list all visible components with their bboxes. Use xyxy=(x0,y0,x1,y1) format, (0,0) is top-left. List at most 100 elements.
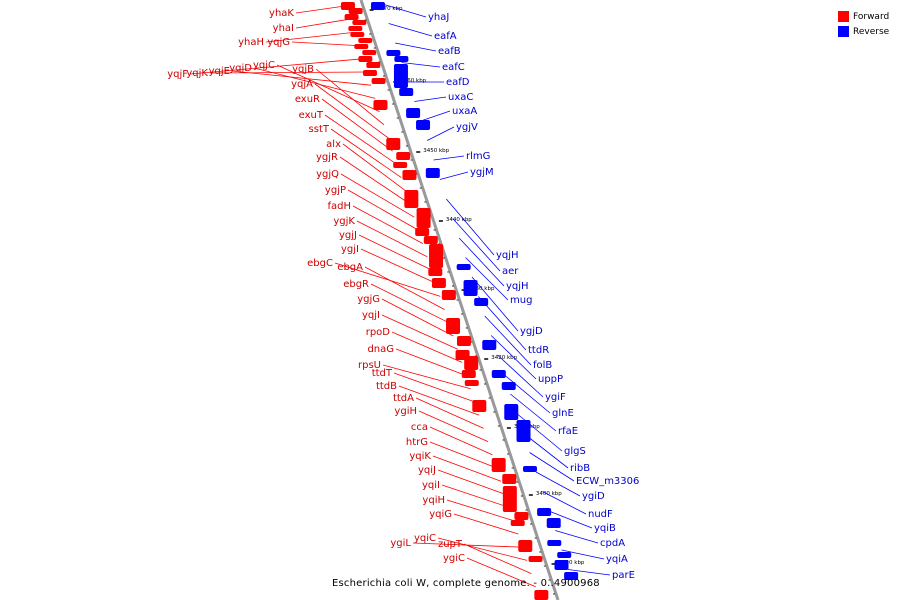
forward-leader-line xyxy=(398,385,480,416)
forward-gene-block xyxy=(510,520,525,526)
reverse-leader-line xyxy=(490,335,537,380)
forward-leader-line xyxy=(453,513,519,535)
forward-gene-block xyxy=(358,56,373,62)
forward-gene-label: yqjG xyxy=(267,37,290,48)
reverse-gene-label: eafD xyxy=(446,77,470,88)
reverse-gene-label: eafA xyxy=(434,31,457,42)
forward-leader-line xyxy=(463,543,532,574)
forward-gene-label: yqjI xyxy=(362,310,380,321)
forward-leader-line xyxy=(381,298,454,337)
forward-swatch xyxy=(838,11,849,22)
reverse-leader-line xyxy=(458,237,505,287)
forward-leader-line xyxy=(321,98,393,152)
forward-gene-block xyxy=(393,162,408,168)
scale-tick-label: 3390 kbp xyxy=(559,560,585,566)
reverse-gene-label: ygiD xyxy=(582,491,605,502)
forward-leader-line xyxy=(360,248,437,284)
forward-gene-label: yqiH xyxy=(422,495,445,506)
reverse-gene-label: parE xyxy=(612,570,635,581)
forward-leader-line xyxy=(334,262,441,297)
forward-gene-block xyxy=(491,458,506,472)
scale-tick-label: 3440 kbp xyxy=(446,217,472,223)
forward-gene-block xyxy=(402,170,417,180)
forward-gene-label: ygjQ xyxy=(316,169,339,180)
forward-leader-line xyxy=(231,70,372,86)
reverse-gene-label: uppP xyxy=(538,374,563,385)
forward-gene-label: exuR xyxy=(295,94,320,105)
forward-gene-block xyxy=(404,190,419,208)
reverse-gene-label: aer xyxy=(502,266,519,277)
forward-leader-line xyxy=(429,426,493,456)
forward-gene-block xyxy=(534,590,549,600)
forward-leader-line xyxy=(432,455,502,482)
reverse-gene-block xyxy=(557,552,572,558)
forward-leader-line xyxy=(466,557,536,588)
forward-leader-line xyxy=(314,83,389,139)
reverse-gene-block xyxy=(546,518,561,528)
reverse-gene-label: yqiB xyxy=(594,523,616,534)
forward-leader-line xyxy=(265,32,354,43)
forward-gene-block xyxy=(441,290,456,300)
reverse-leader-line xyxy=(529,452,575,482)
forward-gene-block xyxy=(386,138,401,150)
scale-tick-label: 3400 kbp xyxy=(536,491,562,497)
forward-leader-line xyxy=(342,143,406,192)
reverse-leader-line xyxy=(439,171,469,180)
forward-gene-label: ygiL xyxy=(390,538,411,549)
scale-tick-label: 3450 kbp xyxy=(423,148,449,154)
forward-leader-line xyxy=(437,469,506,495)
forward-gene-label: ebgR xyxy=(343,279,369,290)
legend-forward: Forward xyxy=(838,9,889,24)
reverse-gene-label: nudF xyxy=(588,509,613,520)
forward-leader-line xyxy=(295,5,346,14)
forward-leader-line xyxy=(429,441,497,469)
forward-gene-label: yqjD xyxy=(229,63,252,74)
forward-gene-label: yhaK xyxy=(269,8,294,19)
forward-leader-line xyxy=(364,266,445,310)
forward-gene-block xyxy=(362,70,377,76)
forward-leader-line xyxy=(209,71,367,74)
reverse-gene-block xyxy=(394,56,409,62)
forward-gene-block xyxy=(396,152,411,160)
forward-gene-label: yqiI xyxy=(422,480,440,491)
forward-gene-label: yqjF xyxy=(167,69,188,80)
reverse-leader-line xyxy=(414,96,447,102)
reverse-leader-line xyxy=(510,393,557,432)
reverse-gene-block xyxy=(564,572,579,580)
forward-leader-line xyxy=(393,372,476,403)
forward-leader-line xyxy=(352,205,424,244)
forward-gene-block xyxy=(502,486,517,512)
forward-gene-label: ygiH xyxy=(394,406,417,417)
forward-gene-label: ygjJ xyxy=(339,230,357,241)
forward-gene-block xyxy=(358,38,373,43)
reverse-gene-label: glgS xyxy=(564,446,586,457)
reverse-gene-label: ygjV xyxy=(456,122,478,133)
reverse-gene-block xyxy=(406,108,421,118)
forward-gene-label: ttdT xyxy=(372,368,393,379)
forward-gene-block xyxy=(423,236,438,244)
reverse-leader-line xyxy=(433,155,465,161)
forward-gene-label: cca xyxy=(411,422,428,433)
label-leader-lines xyxy=(189,3,611,588)
reverse-gene-block xyxy=(504,404,519,420)
forward-leader-line xyxy=(381,314,458,350)
reverse-leader-line xyxy=(561,549,605,560)
reverse-gene-label: mug xyxy=(510,295,532,306)
forward-gene-label: ygjK xyxy=(333,216,355,227)
forward-gene-label: rpsU xyxy=(358,360,381,371)
forward-gene-block xyxy=(350,32,365,37)
forward-gene-block xyxy=(456,336,471,346)
forward-leader-line xyxy=(295,18,350,29)
scale-tick-label: 3420 kbp xyxy=(491,355,517,361)
reverse-leader-line xyxy=(420,110,451,122)
reverse-gene-block xyxy=(399,88,414,96)
reverse-gene-block xyxy=(463,280,478,296)
forward-gene-label: dnaG xyxy=(367,344,394,355)
reverse-leader-line xyxy=(567,569,611,576)
forward-leader-line xyxy=(291,41,358,46)
legend-reverse-label: Reverse xyxy=(853,26,890,37)
reverse-leader-line xyxy=(465,257,509,301)
forward-leader-line xyxy=(339,156,411,205)
forward-gene-label: yhaH xyxy=(238,37,264,48)
